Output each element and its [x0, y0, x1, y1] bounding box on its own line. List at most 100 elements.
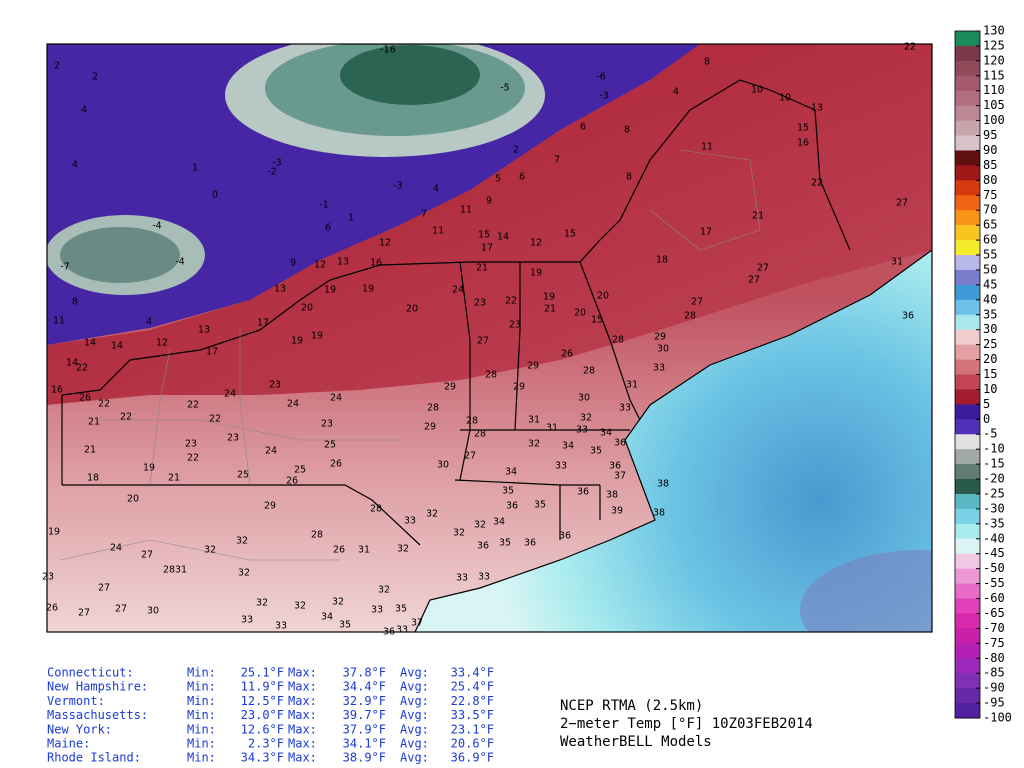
station-temp: 34 — [600, 428, 612, 439]
station-temp: 6 — [580, 122, 586, 133]
station-temp: 30 — [437, 460, 449, 471]
colorbar-band — [955, 419, 980, 435]
avg-value: 23.1°F — [451, 722, 494, 736]
colorbar-label: -90 — [983, 681, 1005, 695]
colorbar-band — [955, 105, 980, 122]
station-temp: 27 — [748, 275, 760, 286]
map-background — [47, 44, 932, 632]
station-temp: 21 — [752, 211, 764, 222]
station-temp: 29 — [444, 382, 456, 393]
station-temp: 33 — [404, 516, 416, 527]
station-temp: 23 — [509, 320, 521, 331]
min-label: Min: — [187, 680, 216, 694]
station-temp: 35 — [502, 486, 514, 497]
station-temp: 11 — [53, 316, 65, 327]
station-temp: 37 — [614, 471, 626, 482]
station-temp: 5 — [495, 174, 501, 185]
station-temp: 31 — [546, 423, 558, 434]
colorbar-band — [955, 449, 980, 465]
max-value: 37.8°F — [343, 666, 386, 680]
station-temp: 36 — [524, 538, 536, 549]
station-temp: -7 — [60, 262, 69, 273]
colorbar-label: -50 — [983, 561, 1005, 575]
station-temp: 10 — [751, 85, 763, 96]
min-label: Min: — [187, 737, 216, 751]
station-temp: 8 — [626, 172, 632, 183]
colorbar-band — [955, 314, 980, 331]
colorbar-frame — [954, 30, 981, 719]
colorbar-band — [955, 374, 980, 390]
colorbar-label: 50 — [983, 262, 997, 276]
station-temp: 33 — [371, 605, 383, 616]
avg-value: 20.6°F — [451, 737, 494, 751]
station-temp: 36 — [383, 627, 395, 638]
colorbar-label: -65 — [983, 606, 1005, 620]
colorbar-band — [955, 658, 980, 674]
station-temp: 0 — [212, 190, 218, 201]
colorbar-label: 110 — [983, 83, 1005, 97]
station-temp: 21 — [476, 263, 488, 274]
max-value: 34.1°F — [343, 737, 386, 751]
min-value: 34.3°F — [241, 751, 284, 765]
avg-label: Avg: — [400, 708, 429, 722]
colorbar-band — [955, 493, 980, 510]
station-temp: 25 — [324, 440, 336, 451]
colorbar-label: -80 — [983, 651, 1005, 665]
station-temp: 30 — [657, 344, 669, 355]
station-temp: 2 — [54, 61, 60, 72]
station-temp: 22 — [76, 363, 88, 374]
station-temp: 27 — [464, 451, 476, 462]
station-temp: 32 — [426, 509, 438, 520]
avg-value: 36.9°F — [451, 751, 494, 765]
avg-label: Avg: — [400, 666, 429, 680]
station-temp: 32 — [397, 544, 409, 555]
station-temp: 24 — [287, 399, 299, 410]
colorbar-label: -75 — [983, 636, 1005, 650]
state-name: Vermont: — [47, 694, 105, 708]
station-temp: 19 — [362, 284, 374, 295]
max-label: Max: — [288, 737, 317, 751]
station-temp: 4 — [81, 105, 87, 116]
station-temp: 24 — [452, 285, 464, 296]
colorbar-band — [955, 45, 980, 62]
station-temp: 6 — [519, 172, 525, 183]
station-temp: 35 — [499, 538, 511, 549]
colorbar-band — [955, 284, 980, 301]
station-temp: 21 — [168, 473, 180, 484]
station-temp: 33 — [241, 615, 253, 626]
station-temp: 21 — [84, 445, 96, 456]
station-temp: 27 — [115, 604, 127, 615]
station-temp: -6 — [596, 72, 605, 83]
colorbar-label: 15 — [983, 367, 997, 381]
station-temp: 32 — [256, 598, 268, 609]
station-temp: 32 — [332, 597, 344, 608]
station-temp: 19 — [324, 285, 336, 296]
station-temp: 12 — [530, 238, 542, 249]
station-temp: 13 — [811, 103, 823, 114]
avg-value: 33.5°F — [451, 708, 494, 722]
min-label: Min: — [187, 722, 216, 736]
station-temp: 32 — [236, 536, 248, 547]
colorbar-band — [955, 195, 980, 211]
station-temp: 14 — [111, 341, 123, 352]
colorbar-label: -45 — [983, 546, 1005, 560]
station-temp: 26 — [46, 603, 58, 614]
colorbar-label: 130 — [983, 24, 1005, 38]
station-temp: 31 — [358, 545, 370, 556]
station-temp: 28 — [485, 370, 497, 381]
colorbar-label: 70 — [983, 203, 997, 217]
station-temp: 14 — [66, 358, 78, 369]
min-label: Min: — [187, 708, 216, 722]
avg-value: 22.8°F — [451, 694, 494, 708]
state-stats: Connecticut: Min: 25.1°F Max: 37.8°F Avg: 33.4… — [47, 666, 494, 765]
station-temp: 28 — [466, 416, 478, 427]
colorbar-label: 80 — [983, 173, 997, 187]
station-temp: 22 — [505, 296, 517, 307]
state-name: Connecticut: — [47, 666, 134, 680]
station-temp: 9 — [486, 196, 492, 207]
station-temp: 35 — [534, 500, 546, 511]
station-temp: 18 — [87, 473, 99, 484]
min-label: Min: — [187, 666, 216, 680]
min-label: Min: — [187, 751, 216, 765]
station-temp: 10 — [779, 93, 791, 104]
